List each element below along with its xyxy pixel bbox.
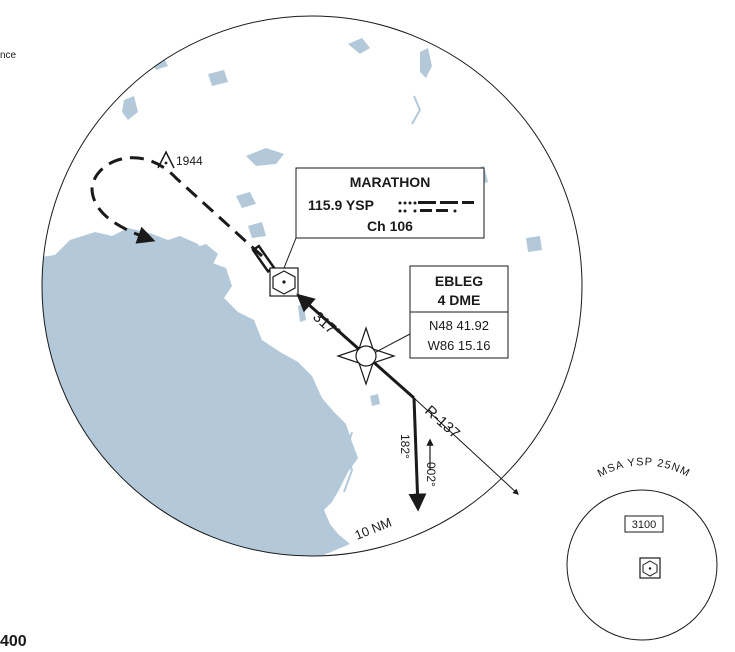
- msa-vor-symbol: [639, 557, 661, 579]
- edge-text-top: nce: [0, 50, 17, 61]
- river-south: [343, 431, 354, 493]
- fix-leader-line: [375, 333, 411, 353]
- plan-view-circle: [41, 15, 583, 557]
- msa-circle: [566, 489, 718, 641]
- fix-name: EBLEG: [435, 273, 483, 289]
- vor-info-box: MARATHON 115.9 YSP Ch 106: [295, 167, 485, 239]
- river-north: [411, 95, 422, 125]
- island-c: [370, 394, 380, 406]
- inbound-course-label: 317°: [309, 308, 343, 341]
- island-a: [212, 296, 224, 308]
- lake-north-1: [348, 38, 370, 54]
- lake-east-2: [526, 236, 542, 252]
- radial-line: [413, 397, 519, 495]
- vor-channel: Ch 106: [367, 218, 413, 234]
- vor-name: MARATHON: [350, 174, 431, 190]
- lake-shore-bay: [188, 244, 218, 266]
- lake-central-1: [246, 148, 284, 166]
- fix-lon: W86 15.16: [428, 338, 491, 353]
- lake-north-4: [122, 96, 138, 120]
- vor-leader-line: [283, 237, 297, 269]
- msa-altitude: 3100: [632, 519, 656, 531]
- south-course-line: [408, 397, 427, 512]
- radial-label: R-137: [421, 402, 463, 442]
- obstacle-elevation: 1944: [176, 154, 203, 168]
- fix-symbol: [336, 326, 396, 386]
- lake-superior: [42, 228, 358, 556]
- north-course-label: 002°: [424, 462, 438, 487]
- lake-north-2: [420, 48, 432, 78]
- vor-symbol: [269, 267, 299, 297]
- lake-north-3: [208, 70, 228, 86]
- lake-central-2: [236, 192, 256, 208]
- msa-altitude-box: [624, 515, 664, 533]
- inbound-course-line: [296, 293, 415, 400]
- msa-title: MSA YSP 25NM: [596, 456, 691, 480]
- vor-frequency: 115.9 YSP: [308, 197, 374, 213]
- fix-info-box: EBLEG 4 DME N48 41.92 W86 15.16: [409, 265, 509, 359]
- procedure-turn-path: [90, 156, 264, 258]
- south-course-label: 182°: [398, 434, 412, 459]
- island-b: [298, 304, 306, 322]
- obstacle-symbol: [157, 150, 175, 169]
- msa-title-text: MSA YSP 25NM: [596, 456, 692, 480]
- fix-lat: N48 41.92: [429, 318, 489, 333]
- range-label: 10 NM: [353, 515, 394, 543]
- lake-central-3: [248, 222, 266, 238]
- morse-code: [398, 201, 474, 213]
- edge-text-bottom: 400: [0, 633, 27, 650]
- fix-dme: 4 DME: [438, 292, 481, 308]
